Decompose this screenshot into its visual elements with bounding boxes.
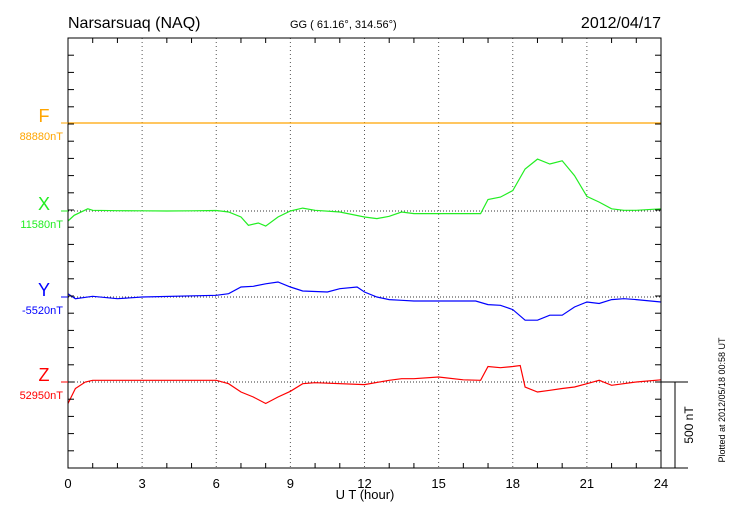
x-tick-label: 21	[580, 476, 594, 491]
plot-frame	[67, 37, 662, 469]
series-line-y	[67, 281, 662, 321]
x-tick-label: 24	[654, 476, 668, 491]
series-group	[67, 122, 662, 405]
series-baseline-y: -5520nT	[22, 305, 63, 317]
x-tick-label: 3	[139, 476, 146, 491]
series-labels: F 88880nT X 11580nT Y -5520nT Z 52950nT	[20, 106, 64, 402]
series-line-z	[67, 364, 662, 405]
axis-ticks: 0 3 6 9 12 15 18 21 24	[61, 37, 668, 491]
date-label: 2012/04/17	[581, 15, 661, 32]
x-tick-label: 18	[506, 476, 520, 491]
scale-bar-label: 500 nT	[682, 406, 696, 444]
geographic-coords: GG ( 61.16°, 314.56°)	[290, 19, 397, 31]
series-name-z: Z	[39, 365, 50, 385]
series-name-x: X	[38, 194, 50, 214]
x-tick-label: 6	[213, 476, 220, 491]
x-tick-label: 9	[287, 476, 294, 491]
series-name-y: Y	[38, 280, 50, 300]
x-axis-label: U T (hour)	[336, 487, 395, 502]
station-title: Narsarsuaq (NAQ)	[68, 15, 200, 32]
series-baseline-x: 11580nT	[20, 219, 63, 231]
x-tick-label: 15	[431, 476, 445, 491]
series-baseline-f: 88880nT	[20, 131, 64, 143]
series-line-x	[67, 158, 662, 227]
x-tick-label: 0	[64, 476, 71, 491]
plotted-at-label: Plotted at 2012/05/18 00:58 UT	[717, 337, 727, 463]
grid	[68, 38, 661, 468]
series-baseline-z: 52950nT	[20, 390, 64, 402]
x-tick-label: 12	[357, 476, 371, 491]
series-name-f: F	[39, 106, 50, 126]
